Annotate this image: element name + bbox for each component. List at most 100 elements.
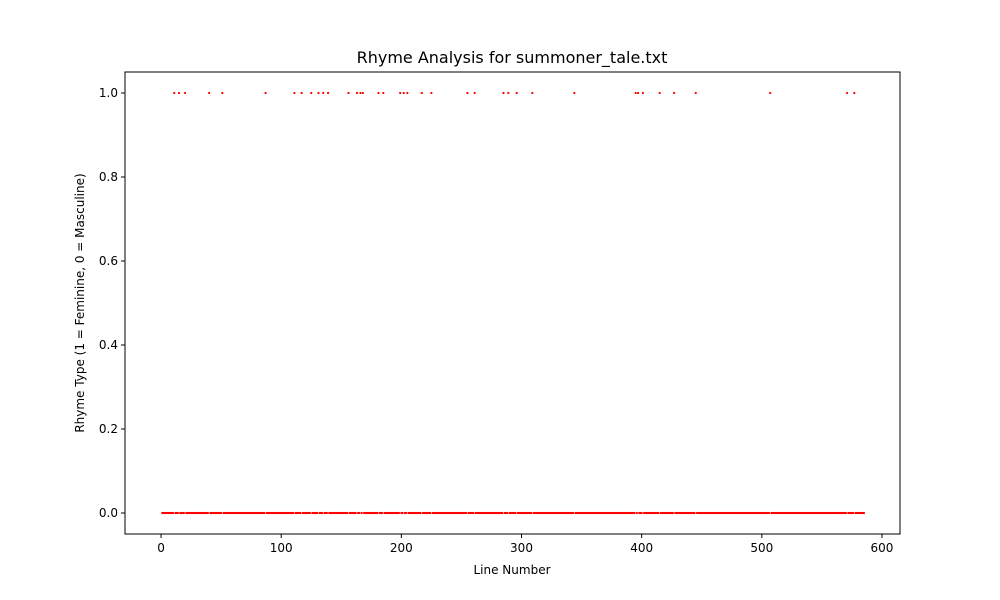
data-point [693, 511, 696, 515]
data-point [263, 511, 266, 515]
data-point [657, 511, 660, 515]
data-point [472, 511, 475, 515]
data-point [326, 91, 330, 95]
data-point [633, 511, 636, 515]
data-point [671, 511, 675, 515]
data-point [177, 91, 181, 95]
data-point [381, 511, 384, 515]
data-point [183, 91, 187, 95]
data-point [171, 511, 175, 515]
data-point [406, 91, 409, 95]
data-point [382, 91, 385, 95]
data-point [502, 91, 505, 95]
data-point [310, 91, 313, 95]
data-point [361, 91, 365, 95]
x-axis-label: Line Number [473, 563, 550, 577]
data-point [208, 91, 211, 95]
data-point [206, 511, 210, 515]
data-point [300, 91, 303, 95]
data-point [397, 511, 401, 515]
data-point [376, 511, 379, 515]
axes-frame [124, 71, 901, 535]
data-point [640, 511, 643, 515]
data-point [419, 511, 422, 515]
data-point [530, 511, 533, 515]
data-point [308, 511, 312, 515]
x-tick-label: 500 [750, 541, 773, 555]
data-point [320, 511, 324, 515]
y-axis-label: Rhyme Type (1 = Feminine, 0 = Masculine) [73, 173, 87, 432]
data-point [514, 511, 517, 515]
data-point [862, 511, 866, 515]
data-point [515, 91, 518, 95]
data-point [221, 91, 224, 95]
x-tick-label: 0 [157, 541, 165, 555]
data-point [531, 91, 534, 95]
x-tick-label: 200 [390, 541, 413, 555]
data-point [466, 91, 469, 95]
data-point [573, 91, 576, 95]
data-point [658, 91, 661, 95]
data-point [293, 91, 296, 95]
data-point [429, 511, 432, 515]
data-point [346, 511, 349, 515]
y-tick-label: 1.0 [99, 86, 118, 100]
data-point [420, 91, 423, 95]
data-point [641, 91, 644, 95]
data-point [844, 511, 848, 515]
data-point [360, 511, 363, 515]
data-point [325, 511, 328, 515]
data-point [359, 91, 362, 95]
data-point [572, 511, 575, 515]
x-tick-label: 100 [270, 541, 293, 555]
data-point [182, 511, 185, 515]
data-point [430, 91, 433, 95]
data-point [220, 511, 223, 515]
x-tick-label: 400 [630, 541, 653, 555]
data-point [399, 91, 402, 95]
data-point [465, 511, 468, 515]
data-point [507, 91, 510, 95]
data-point [377, 91, 380, 95]
data-point [846, 91, 849, 95]
data-point [292, 511, 295, 515]
data-point [347, 91, 350, 95]
data-point [173, 91, 176, 95]
data-point [401, 511, 404, 515]
plot-area [161, 91, 866, 515]
x-tick-label: 600 [871, 541, 894, 555]
y-tick-label: 0.8 [99, 170, 118, 184]
data-point [634, 91, 637, 95]
y-tick-label: 0.4 [99, 338, 118, 352]
data-point [767, 511, 771, 515]
data-point [354, 511, 357, 515]
data-point [299, 511, 302, 515]
data-point [405, 511, 408, 515]
data-point [176, 511, 179, 515]
y-tick-label: 0.0 [99, 506, 118, 520]
data-point [853, 91, 856, 95]
x-tick-label: 300 [510, 541, 533, 555]
data-point [694, 91, 697, 95]
data-point [635, 511, 638, 515]
data-point [769, 91, 772, 95]
data-point [402, 91, 405, 95]
data-point [264, 91, 267, 95]
data-point [636, 91, 640, 95]
data-point [505, 511, 509, 515]
chart-title: Rhyme Analysis for summoner_tale.txt [357, 48, 668, 68]
data-point [355, 91, 358, 95]
data-point [316, 511, 319, 515]
data-point [358, 511, 361, 515]
y-tick-label: 0.6 [99, 254, 118, 268]
data-point [473, 91, 476, 95]
data-point [322, 91, 325, 95]
data-point [317, 91, 320, 95]
data-point [501, 511, 504, 515]
y-tick-label: 0.2 [99, 422, 118, 436]
data-point [673, 91, 676, 95]
data-point [852, 511, 855, 515]
